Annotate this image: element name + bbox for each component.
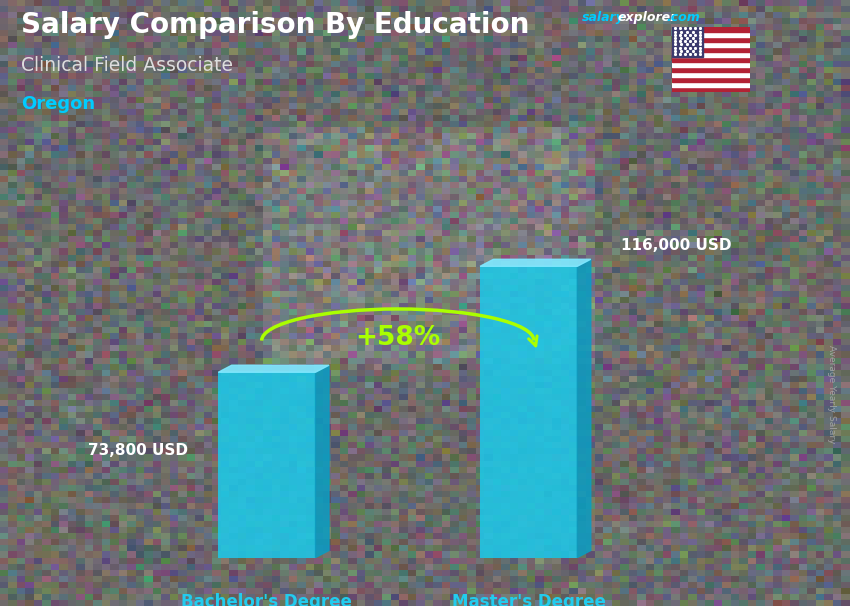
- FancyBboxPatch shape: [218, 372, 315, 558]
- Text: Salary Comparison By Education: Salary Comparison By Education: [21, 11, 530, 39]
- Bar: [672, 27, 703, 57]
- Text: 116,000 USD: 116,000 USD: [620, 238, 731, 253]
- Bar: [672, 57, 750, 62]
- Text: .com: .com: [666, 11, 700, 24]
- Text: Average Yearly Salary: Average Yearly Salary: [827, 345, 836, 443]
- Bar: [672, 67, 750, 72]
- Bar: [672, 82, 750, 87]
- Bar: [672, 37, 750, 42]
- Bar: [672, 87, 750, 92]
- Text: Clinical Field Associate: Clinical Field Associate: [21, 56, 233, 75]
- Polygon shape: [315, 365, 329, 558]
- Text: explorer: explorer: [618, 11, 677, 24]
- Bar: [672, 32, 750, 37]
- Polygon shape: [480, 259, 591, 266]
- Text: Master's Degree: Master's Degree: [451, 593, 606, 606]
- Text: salary: salary: [582, 11, 625, 24]
- Bar: [672, 77, 750, 82]
- Bar: [672, 52, 750, 57]
- Text: +58%: +58%: [355, 325, 440, 351]
- Bar: [672, 47, 750, 52]
- Polygon shape: [218, 365, 329, 372]
- Bar: [672, 42, 750, 47]
- FancyBboxPatch shape: [480, 266, 577, 558]
- Text: 73,800 USD: 73,800 USD: [88, 442, 189, 458]
- Bar: [672, 72, 750, 77]
- Bar: [672, 27, 750, 32]
- Text: Oregon: Oregon: [21, 95, 95, 113]
- Bar: [672, 62, 750, 67]
- Polygon shape: [577, 259, 591, 558]
- Text: Bachelor's Degree: Bachelor's Degree: [181, 593, 353, 606]
